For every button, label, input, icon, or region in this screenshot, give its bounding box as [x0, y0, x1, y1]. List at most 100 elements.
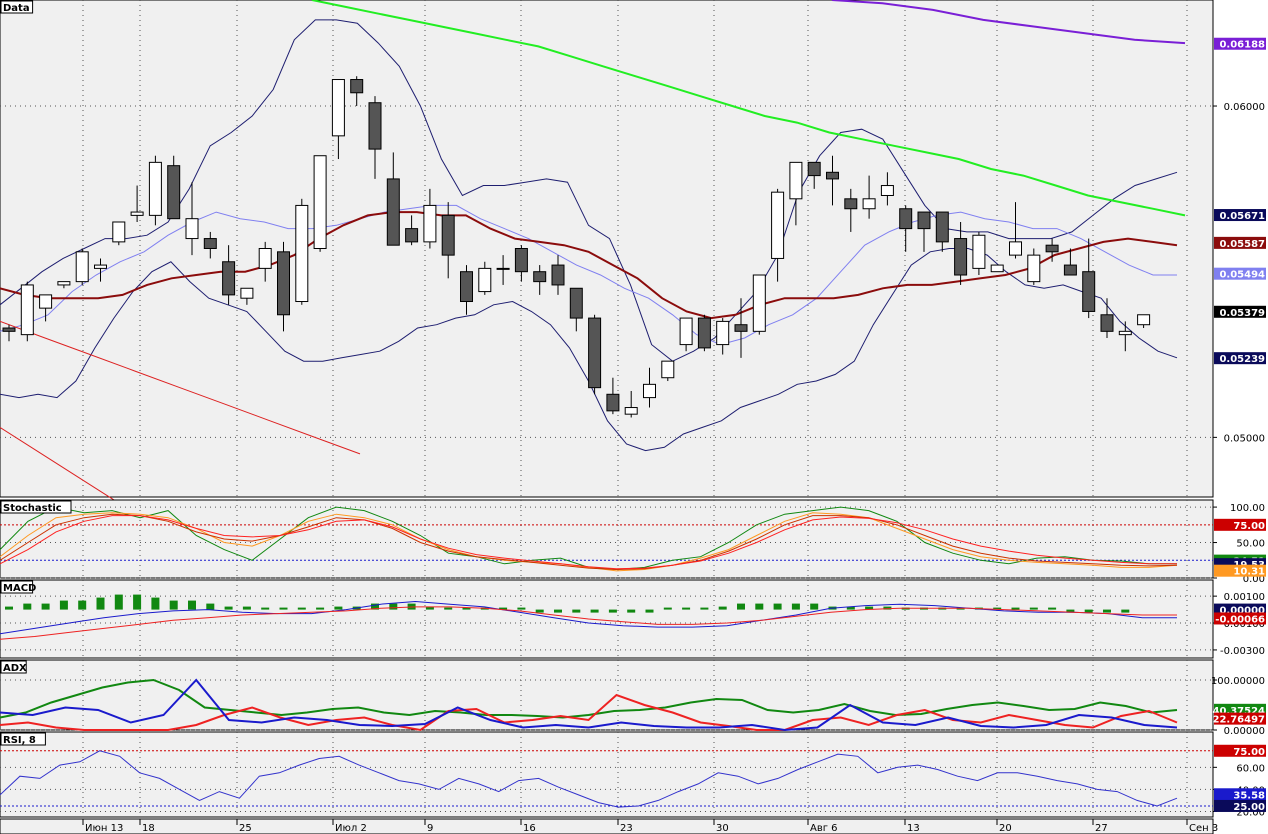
candle-body: [460, 271, 473, 303]
macd-bar: [517, 607, 526, 610]
macd-bar: [883, 606, 892, 610]
y-tick-label: 50.00: [1236, 539, 1265, 550]
x-tick-label: 9: [427, 823, 433, 834]
series-line: [0, 693, 1178, 732]
y-tick-label: 0.00100: [1224, 592, 1265, 603]
candle-body: [1045, 244, 1059, 253]
macd-bar: [206, 603, 215, 610]
series-line: [0, 211, 1178, 320]
macd-bar: [59, 600, 68, 610]
candle-body: [1137, 314, 1151, 326]
candle-body: [277, 251, 290, 316]
macd-bar: [188, 600, 196, 610]
value-tag: [1214, 305, 1266, 318]
panel-frame: [0, 499, 1214, 579]
panel-price: 0.06000 0.05000 0.06188 0.05671 0.05587 0.054…: [0, 0, 1266, 508]
y-tick-label: 20.00: [1236, 807, 1265, 818]
macd-bar: [627, 609, 636, 613]
macd-bar: [371, 603, 379, 610]
value-tag: [1214, 37, 1266, 50]
candle-body: [697, 317, 711, 349]
macd-bar: [133, 594, 142, 610]
candle-body: [112, 221, 126, 243]
candle-body: [954, 238, 968, 276]
candle-body: [972, 234, 986, 269]
candle-body: [588, 317, 602, 389]
series-line: [0, 678, 1178, 732]
series-line: [831, 0, 1186, 45]
panel-title-box: [0, 660, 27, 674]
candle-body: [807, 161, 821, 177]
series-line: [0, 513, 1178, 571]
x-tick-label: 20: [999, 823, 1012, 834]
panel-frame: [0, 579, 1214, 659]
candle-body: [1027, 254, 1041, 283]
candle-body: [771, 191, 785, 259]
candle-body: [94, 264, 107, 269]
candle-body: [606, 393, 620, 412]
value-tag-text: 40.37524: [1212, 706, 1265, 717]
series-line: [0, 606, 1177, 640]
series-line: [0, 426, 126, 508]
candle-body: [405, 228, 419, 243]
y-tick-label: 0.00: [1243, 574, 1265, 585]
value-tag-text: -0.00066: [1215, 614, 1265, 625]
panel-frame: [0, 731, 1214, 818]
value-tag: [1214, 236, 1266, 249]
panel-title-box: [0, 500, 72, 514]
candle-body: [734, 324, 748, 332]
macd-bar: [682, 607, 691, 610]
candle-body: [569, 287, 583, 319]
macd-bar: [499, 607, 508, 610]
value-tag-text: 75.00: [1233, 747, 1265, 758]
value-tag-text: 0.05494: [1219, 270, 1265, 281]
candle-body: [752, 274, 766, 332]
panel-title: MACD: [3, 583, 36, 594]
candle-body: [130, 211, 144, 216]
macd-bar: [865, 606, 874, 610]
panel-title: Data: [3, 3, 30, 14]
panel-title: RSI, 8: [3, 735, 36, 746]
candle-body: [1009, 241, 1022, 256]
macd-bar: [554, 609, 562, 613]
candle-body: [258, 248, 272, 269]
macd-bar: [151, 597, 160, 610]
macd-bar: [1066, 609, 1075, 613]
macd-bar: [535, 609, 544, 613]
panel-macd: 0.00100 -0.00100 -0.00300 0.00000-0.00066 MA…: [0, 579, 1266, 659]
candle-body: [862, 198, 876, 210]
panel-stochastic: 100.0050.000.0075.0024.5119.5310.31Stoch…: [0, 499, 1266, 585]
series-line: [0, 678, 1178, 719]
candle-body: [624, 407, 638, 415]
candle-body: [75, 251, 89, 283]
y-tick-label: 100.00: [1230, 503, 1265, 514]
macd-bar: [1048, 607, 1057, 610]
macd-bar: [261, 607, 270, 610]
macd-bar: [572, 609, 581, 613]
macd-bar: [334, 606, 343, 610]
value-tag: [1214, 712, 1266, 725]
y-tick-label: 0.00000: [1224, 726, 1265, 737]
y-tick-label: -0.00100: [1220, 619, 1265, 630]
value-tag-text: 22.76497: [1212, 715, 1265, 726]
candle-body: [496, 267, 510, 270]
y-tick-label: -0.00300: [1220, 646, 1265, 657]
candle-body: [1100, 314, 1114, 332]
x-tick-label: Июн 13: [85, 823, 123, 834]
candle-body: [222, 261, 236, 296]
panel-title-box: [0, 732, 46, 746]
candle-body: [295, 204, 309, 303]
candle-body: [514, 248, 528, 273]
x-tick-label: Сен 3: [1189, 823, 1218, 834]
candle-body: [350, 79, 364, 94]
candle-body: [844, 198, 858, 210]
value-tag-text: 25.00: [1233, 802, 1265, 813]
macd-bar: [316, 607, 325, 610]
macd-bar: [810, 603, 819, 610]
x-tick-label: 23: [620, 823, 633, 834]
candle-body: [148, 161, 162, 216]
y-tick-label: 100.00000: [1211, 676, 1265, 687]
candle-body: [2, 327, 16, 332]
candle-body: [1063, 264, 1077, 276]
